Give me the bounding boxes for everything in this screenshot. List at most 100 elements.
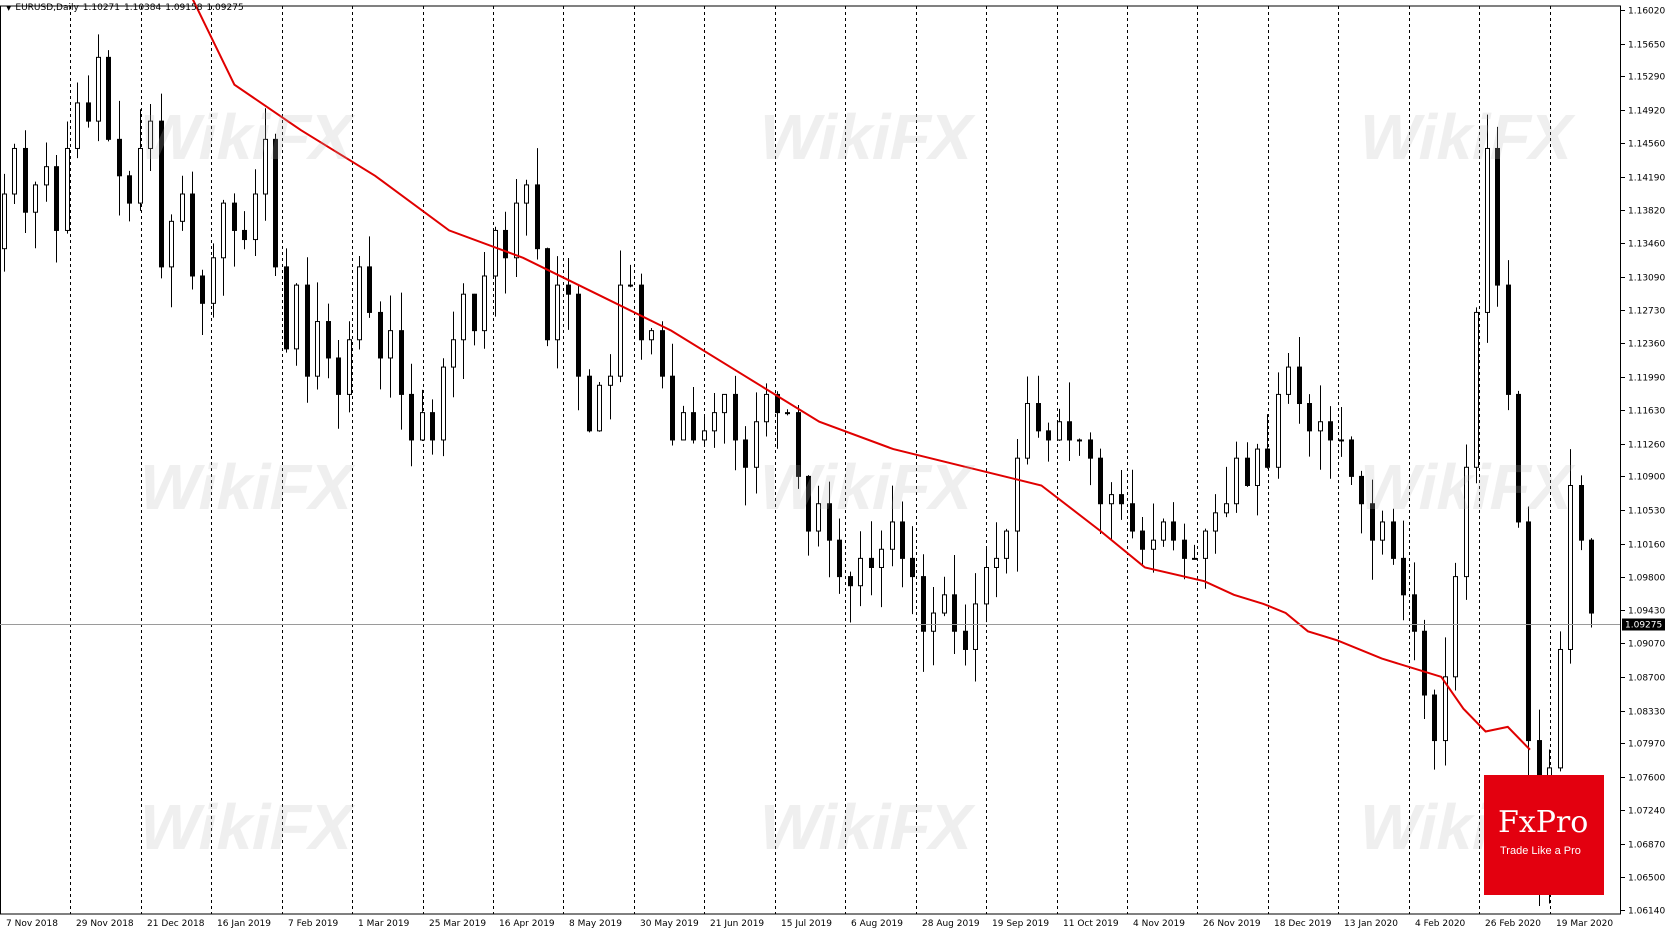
candle-body bbox=[1568, 485, 1573, 650]
x-tick-label: 19 Sep 2019 bbox=[992, 919, 1049, 929]
candle-body bbox=[1516, 393, 1521, 523]
candle-body bbox=[608, 375, 613, 386]
candle-body bbox=[211, 257, 216, 304]
candle-body bbox=[1182, 539, 1187, 559]
y-tick-label: 1.08330 bbox=[1628, 708, 1665, 718]
candle-body bbox=[1380, 521, 1385, 541]
candle-body bbox=[503, 229, 508, 259]
candle-body bbox=[232, 202, 237, 231]
candle-body bbox=[33, 184, 38, 213]
x-tick-label: 21 Dec 2018 bbox=[147, 919, 205, 929]
candle-body bbox=[921, 576, 926, 632]
y-tick-label: 1.08700 bbox=[1628, 674, 1665, 684]
candle-body bbox=[2, 193, 7, 250]
candle-body bbox=[837, 539, 842, 578]
candle-body bbox=[712, 412, 717, 432]
candle-body bbox=[670, 375, 675, 441]
candle-body bbox=[221, 202, 226, 259]
candle-body bbox=[44, 166, 49, 186]
candle-body bbox=[806, 475, 811, 532]
x-tick-label: 28 Aug 2019 bbox=[922, 919, 980, 929]
x-tick-label: 4 Feb 2020 bbox=[1415, 919, 1466, 929]
candle-body bbox=[660, 330, 665, 377]
moving-average-line bbox=[192, 0, 1531, 751]
x-tick-label: 7 Nov 2018 bbox=[6, 919, 58, 929]
y-tick-label: 1.13820 bbox=[1628, 207, 1665, 217]
candle-body bbox=[75, 102, 80, 149]
candle-body bbox=[1412, 594, 1417, 632]
y-tick-label: 1.10530 bbox=[1628, 507, 1665, 517]
candle-body bbox=[200, 275, 205, 304]
candle-body bbox=[451, 339, 456, 368]
candle-body bbox=[1077, 439, 1082, 442]
candle-body bbox=[1046, 430, 1051, 441]
candle-body bbox=[994, 557, 999, 568]
y-tick-label: 1.07970 bbox=[1628, 740, 1665, 750]
candle-body bbox=[1203, 530, 1208, 559]
x-tick-label: 13 Jan 2020 bbox=[1344, 919, 1398, 929]
candle-body bbox=[1506, 284, 1511, 395]
y-tick-label: 1.09800 bbox=[1628, 574, 1665, 584]
ohlc-high: 1.10384 bbox=[124, 3, 162, 13]
candle-body bbox=[942, 594, 947, 614]
x-tick-label: 16 Jan 2019 bbox=[217, 919, 271, 929]
candle-body bbox=[409, 393, 414, 441]
candle-body bbox=[1286, 366, 1291, 395]
candle-body bbox=[284, 266, 289, 350]
candle-body bbox=[357, 266, 362, 341]
candle-body bbox=[1109, 494, 1114, 505]
candle-body bbox=[117, 138, 122, 177]
candle-body bbox=[441, 366, 446, 441]
candle-body bbox=[900, 521, 905, 559]
candle-body bbox=[1297, 366, 1302, 405]
candle-body bbox=[1192, 557, 1197, 560]
candle-body bbox=[796, 412, 801, 477]
candle-body bbox=[430, 412, 435, 441]
y-tick-label: 1.12730 bbox=[1628, 307, 1665, 317]
candle-body bbox=[1161, 521, 1166, 541]
candle-body bbox=[1015, 457, 1020, 532]
candle-body bbox=[305, 284, 310, 377]
candle-body bbox=[54, 166, 59, 231]
candle-body bbox=[827, 503, 832, 541]
y-tick-label: 1.06870 bbox=[1628, 841, 1665, 851]
candle-body bbox=[190, 193, 195, 277]
y-tick-label: 1.06500 bbox=[1628, 874, 1665, 884]
candle-body bbox=[263, 138, 268, 195]
candle-body bbox=[754, 421, 759, 468]
candle-body bbox=[566, 284, 571, 295]
y-tick-label: 1.13460 bbox=[1628, 240, 1665, 250]
candle-body bbox=[545, 248, 550, 341]
x-tick-label: 11 Oct 2019 bbox=[1063, 919, 1119, 929]
x-tick-label: 30 May 2019 bbox=[640, 919, 699, 929]
y-tick-label: 1.07240 bbox=[1628, 807, 1665, 817]
candle-body bbox=[1057, 421, 1062, 441]
logo-tagline: Trade Like a Pro bbox=[1500, 845, 1581, 857]
dropdown-triangle-icon[interactable]: ▼ bbox=[6, 4, 12, 12]
candle-body bbox=[294, 284, 299, 350]
candle-body bbox=[576, 293, 581, 377]
candle-body bbox=[1119, 494, 1124, 505]
candle-body bbox=[535, 184, 540, 250]
candle-body bbox=[326, 321, 331, 359]
candle-body bbox=[1276, 393, 1281, 468]
candle-body bbox=[1401, 557, 1406, 596]
y-tick-label: 1.15650 bbox=[1628, 41, 1665, 51]
candle-body bbox=[1349, 439, 1354, 477]
candle-body bbox=[1558, 648, 1563, 769]
last-price-box bbox=[1622, 618, 1665, 631]
ohlc-low: 1.09158 bbox=[165, 3, 203, 13]
candle-body bbox=[1589, 539, 1594, 614]
candle-body bbox=[733, 393, 738, 441]
candle-body bbox=[23, 147, 28, 213]
candle-body bbox=[1359, 475, 1364, 505]
candle-body bbox=[681, 412, 686, 441]
candle-body bbox=[493, 229, 498, 277]
candle-body bbox=[1579, 485, 1584, 541]
x-tick-label: 7 Feb 2019 bbox=[288, 919, 339, 929]
candle-body bbox=[1213, 512, 1218, 532]
candle-body bbox=[1234, 457, 1239, 505]
y-tick-label: 1.15290 bbox=[1628, 73, 1665, 83]
candle-body bbox=[127, 175, 132, 204]
